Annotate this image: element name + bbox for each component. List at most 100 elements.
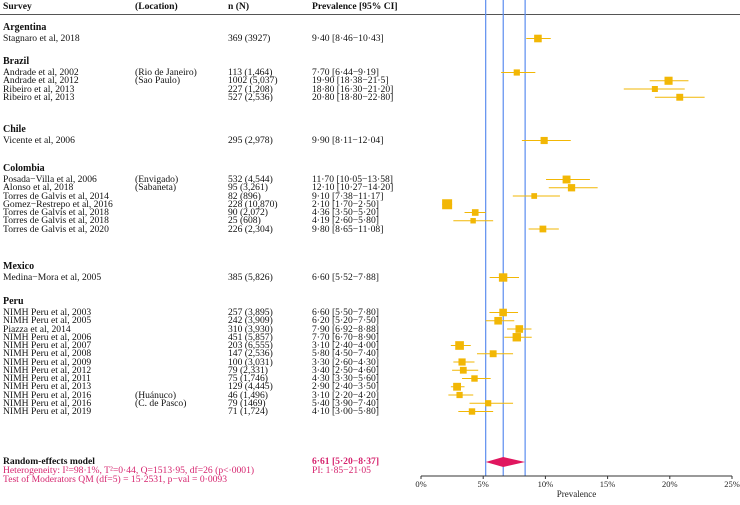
pooled-diamond bbox=[485, 457, 526, 467]
study-prevalence: 20·80 [18·80−22·80] bbox=[312, 91, 394, 103]
group-header: Brazil bbox=[3, 56, 30, 67]
study-prevalence: 6·20 [5·20−7·50] bbox=[312, 315, 379, 327]
study-marker bbox=[456, 391, 463, 399]
summary-estimate: 6·61 [5·20−8·37] bbox=[312, 456, 380, 467]
study-n: 71 (1,724) bbox=[228, 406, 268, 417]
study-prevalence: 9·90 [8·11−12·04] bbox=[312, 135, 384, 146]
study-location: (Sao Paulo) bbox=[135, 75, 181, 87]
study-prevalence: 11·70 [10·05−13·58] bbox=[312, 174, 393, 185]
study-n: 369 (3927) bbox=[228, 33, 271, 44]
heterogeneity-text: Heterogeneity: I²=98·1%, T²=0·44, Q=1513… bbox=[3, 465, 255, 476]
study-n: 532 (4,544) bbox=[228, 174, 273, 185]
group-header: Chile bbox=[3, 124, 26, 135]
study-n: 90 (2,072) bbox=[228, 207, 268, 218]
study-prevalence: 9·40 [8·46−10·43] bbox=[312, 33, 384, 44]
study-marker bbox=[567, 184, 576, 192]
study-label: NIMH Peru et al, 2007 bbox=[3, 340, 92, 351]
study-marker bbox=[489, 350, 497, 358]
study-n: 227 (1,208) bbox=[228, 83, 273, 95]
study-label: Alonso et al, 2018 bbox=[3, 182, 74, 194]
study-label: NIMH Peru et al, 2016 bbox=[3, 397, 92, 409]
study-n: 95 (3,261) bbox=[228, 182, 268, 194]
study-marker bbox=[531, 193, 538, 199]
study-label: Stagnaro et al, 2018 bbox=[3, 33, 80, 44]
study-label: Piazza et al, 2014 bbox=[3, 323, 71, 335]
study-marker bbox=[471, 209, 479, 216]
study-label: Torres de Galvis et al, 2014 bbox=[3, 190, 109, 202]
study-n: 147 (2,536) bbox=[228, 348, 273, 360]
study-marker bbox=[458, 358, 466, 366]
group-header: Colombia bbox=[3, 163, 45, 174]
study-label: Andrade et al, 2002 bbox=[3, 67, 79, 78]
study-label: NIMH Peru et al, 2019 bbox=[3, 406, 92, 417]
study-label: NIMH Peru et al, 2011 bbox=[3, 373, 91, 384]
x-tick-label: 0% bbox=[415, 479, 426, 489]
study-marker bbox=[471, 375, 478, 382]
study-n: 527 (2,536) bbox=[228, 91, 273, 103]
header-n: n (N) bbox=[228, 1, 250, 12]
study-n: 1002 (5,037) bbox=[228, 75, 278, 87]
study-prevalence: 4·19 [2·60−5·80] bbox=[312, 215, 379, 227]
study-marker bbox=[442, 199, 453, 210]
study-prevalence: 3·40 [2·50−4·60] bbox=[312, 364, 379, 376]
study-n: 46 (1,496) bbox=[228, 389, 268, 401]
study-n: 295 (2,978) bbox=[228, 135, 273, 146]
group-header: Peru bbox=[3, 296, 24, 307]
study-location: (Rio de Janeiro) bbox=[135, 67, 197, 78]
study-prevalence: 6·60 [5·52−7·88] bbox=[312, 272, 379, 283]
study-label: NIMH Peru et al, 2005 bbox=[3, 315, 92, 327]
study-label: Torres de Galvis et al, 2018 bbox=[3, 215, 109, 227]
study-n: 451 (5,857) bbox=[228, 331, 273, 343]
study-prevalence: 4·36 [3·50−5·20] bbox=[312, 207, 379, 218]
x-tick-label: 5% bbox=[478, 479, 489, 489]
study-marker bbox=[664, 76, 673, 85]
study-marker bbox=[485, 400, 492, 407]
study-marker bbox=[534, 34, 542, 43]
study-label: Medina−Mora et al, 2005 bbox=[3, 272, 102, 283]
study-label: Gomez−Restrepo et al, 2016 bbox=[3, 198, 113, 210]
study-marker bbox=[499, 308, 507, 317]
study-marker bbox=[539, 225, 547, 233]
study-prevalence: 3·10 [2·40−4·00] bbox=[312, 340, 379, 351]
study-label: Torres de Galvis et al, 2018 bbox=[3, 207, 109, 218]
study-n: 226 (2,304) bbox=[228, 223, 273, 235]
study-label: NIMH Peru et al, 2006 bbox=[3, 331, 92, 343]
study-marker bbox=[562, 175, 571, 184]
study-label: NIMH Peru et al, 2013 bbox=[3, 381, 92, 393]
study-marker bbox=[498, 273, 508, 282]
study-prevalence: 7·70 [6·70−8·90] bbox=[312, 331, 379, 343]
study-n: 79 (1469) bbox=[228, 397, 266, 409]
study-n: 228 (10,870) bbox=[228, 198, 278, 210]
study-n: 75 (1,746) bbox=[228, 373, 268, 384]
study-n: 310 (3,930) bbox=[228, 323, 273, 335]
study-n: 25 (608) bbox=[228, 215, 261, 227]
moderators-text: Test of Moderators QM (df=5) = 15·2531, … bbox=[3, 474, 228, 485]
group-header: Argentina bbox=[3, 22, 47, 33]
header-survey: Survey bbox=[3, 1, 32, 12]
study-prevalence: 3·30 [2·60−4·30] bbox=[312, 356, 379, 368]
study-marker bbox=[515, 325, 524, 333]
study-prevalence: 12·10 [10·27−14·20] bbox=[312, 182, 394, 194]
study-label: Ribeiro et al, 2013 bbox=[3, 83, 75, 95]
study-prevalence: 9·10 [7·38−11·17] bbox=[312, 190, 384, 202]
study-marker bbox=[676, 93, 684, 101]
study-marker bbox=[494, 316, 502, 325]
study-prevalence: 4·10 [3·00−5·80] bbox=[312, 406, 379, 417]
study-n: 257 (3,895) bbox=[228, 307, 273, 318]
study-n: 203 (6,555) bbox=[228, 340, 273, 351]
study-label: Ribeiro et al, 2013 bbox=[3, 91, 75, 103]
study-n: 79 (2,331) bbox=[228, 364, 268, 376]
header-prevalence: Prevalence [95% CI] bbox=[312, 1, 398, 12]
x-axis-label: Prevalence bbox=[557, 489, 596, 499]
study-location: (Sabaneta) bbox=[135, 182, 177, 194]
study-n: 385 (5,826) bbox=[228, 272, 273, 283]
study-marker bbox=[455, 341, 464, 350]
summary-label: Random-effects model bbox=[3, 456, 95, 467]
study-location: (Huánuco) bbox=[135, 389, 177, 401]
study-prevalence: 2·90 [2·40−3·50] bbox=[312, 381, 379, 393]
study-n: 113 (1,464) bbox=[228, 67, 273, 78]
study-location: (Envigado) bbox=[135, 174, 179, 185]
study-marker bbox=[540, 136, 548, 145]
study-marker bbox=[513, 69, 520, 76]
